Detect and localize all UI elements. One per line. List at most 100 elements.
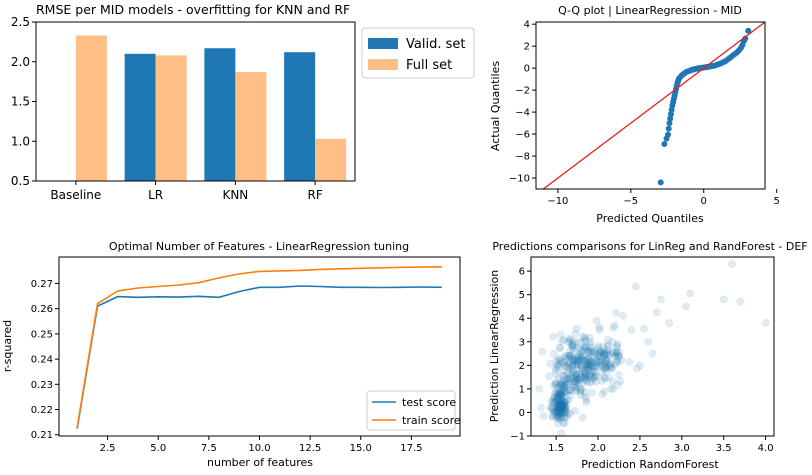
pred-point xyxy=(549,381,558,390)
pred-point xyxy=(608,364,617,373)
rmse-ytick-label: 2.0 xyxy=(11,55,30,69)
pred-point xyxy=(602,367,611,376)
pred-point xyxy=(595,349,604,358)
pred-point xyxy=(601,354,610,363)
pred-point xyxy=(589,375,598,383)
pred-point xyxy=(575,376,584,384)
features-chart-title: Optimal Number of Features - LinearRegre… xyxy=(109,240,409,253)
pred-point xyxy=(582,355,591,364)
pred-point xyxy=(606,384,615,393)
pred-point xyxy=(565,351,574,360)
pred-point xyxy=(615,349,624,357)
pred-point xyxy=(572,359,581,368)
pred-point xyxy=(556,391,565,400)
pred-point xyxy=(581,368,590,377)
pred-point xyxy=(582,342,591,351)
pred-point xyxy=(576,350,585,359)
pred-point xyxy=(625,358,634,367)
pred-point xyxy=(549,349,558,358)
pred-point xyxy=(558,393,567,401)
pred-point xyxy=(580,342,589,351)
pred-point xyxy=(591,357,600,366)
qq-chart-title: Q-Q plot | LinearRegression - MID xyxy=(558,4,742,17)
pred-point xyxy=(560,398,569,407)
pred-point xyxy=(566,409,575,418)
pred-point xyxy=(602,357,611,366)
pred-point xyxy=(569,373,577,382)
pred-point xyxy=(603,350,612,358)
pred-point xyxy=(614,352,623,360)
qq-point xyxy=(742,35,749,42)
pred-point xyxy=(564,396,573,405)
qq-chart: Q-Q plot | LinearRegression - MID −10 −5 0… xyxy=(489,4,780,225)
pred-point xyxy=(592,378,600,386)
pred-point xyxy=(640,324,649,333)
pred-point xyxy=(578,366,587,375)
pred-point xyxy=(656,295,665,304)
pred-point xyxy=(615,370,623,379)
pred-point xyxy=(555,343,564,352)
rmse-ytick-label: 1.0 xyxy=(11,134,30,148)
qq-point xyxy=(745,27,752,34)
pred-point xyxy=(614,354,623,363)
pred-point xyxy=(736,297,745,306)
pred-point xyxy=(613,343,621,351)
pred-point xyxy=(546,359,554,368)
pred-point xyxy=(560,397,569,405)
features-legend: test score train score xyxy=(366,390,461,431)
pred-point xyxy=(557,385,566,394)
pred-point xyxy=(593,362,602,371)
qq-xtick-label: −5 xyxy=(623,196,638,207)
features-ytick-label: 0.26 xyxy=(31,304,53,315)
pred-point xyxy=(553,393,562,402)
pred-point xyxy=(561,409,570,417)
pred-point xyxy=(607,364,615,373)
pred-point xyxy=(585,333,594,342)
pred-point xyxy=(585,358,594,367)
pred-point xyxy=(573,355,582,364)
pred-point xyxy=(555,401,564,409)
pred-point xyxy=(576,387,585,396)
pred-point xyxy=(605,360,614,369)
pred-point xyxy=(559,404,568,413)
features-ylabel: r-squared xyxy=(1,320,14,372)
pred-point xyxy=(582,361,591,370)
pred-point xyxy=(586,366,595,375)
pred-point xyxy=(566,391,574,400)
pred-point xyxy=(556,403,565,412)
pred-point xyxy=(572,386,581,394)
pred-point xyxy=(627,326,636,334)
pred-point xyxy=(585,361,594,370)
pred-point xyxy=(554,374,563,382)
pred-point xyxy=(561,413,570,422)
pred-point xyxy=(557,380,566,389)
features-xtick-label: 12.5 xyxy=(299,443,321,454)
pred-point xyxy=(594,344,603,352)
pred-point xyxy=(612,358,621,366)
pred-point xyxy=(562,403,571,411)
pred-point xyxy=(553,409,562,417)
pred-point xyxy=(553,397,562,406)
pred-point xyxy=(597,356,606,365)
pred-point xyxy=(579,357,588,365)
pred-point xyxy=(583,360,591,369)
pred-point xyxy=(553,393,561,402)
pred-point xyxy=(612,347,621,356)
pred-point xyxy=(553,383,562,392)
rmse-bar xyxy=(124,53,156,181)
pred-point xyxy=(596,346,605,355)
pred-point xyxy=(561,352,570,361)
pred-ytick-label: −1 xyxy=(510,432,525,443)
pred-point xyxy=(549,404,557,413)
features-ytick-label: 0.22 xyxy=(31,405,53,416)
pred-point xyxy=(590,367,599,376)
pred-point xyxy=(559,382,568,390)
pred-point xyxy=(603,355,612,364)
pred-point xyxy=(556,403,564,412)
pred-point xyxy=(563,370,572,379)
pred-point xyxy=(549,403,557,412)
pred-point xyxy=(570,383,579,392)
pred-point xyxy=(580,333,589,342)
pred-point xyxy=(587,347,596,356)
pred-point xyxy=(568,341,577,350)
